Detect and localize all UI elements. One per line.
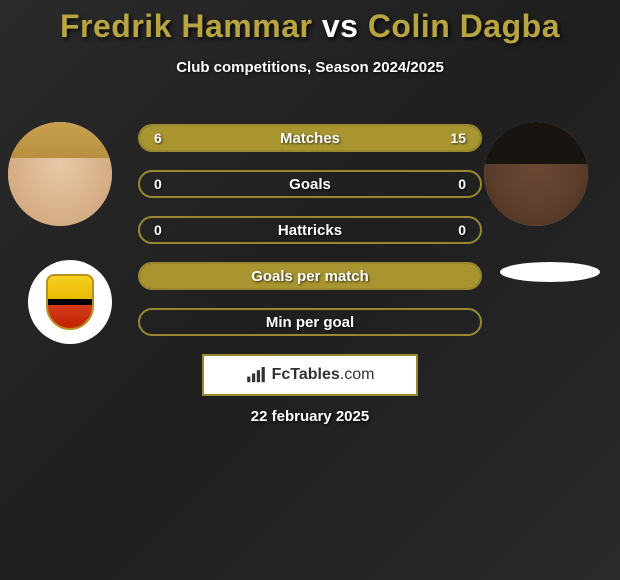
stat-value-left: 0 [154, 222, 162, 238]
brand-text: FcTables.com [272, 366, 375, 384]
comparison-title: Fredrik Hammar vs Colin Dagba [0, 0, 620, 45]
hair-placeholder-icon [484, 122, 588, 164]
subtitle: Club competitions, Season 2024/2025 [0, 59, 620, 76]
stat-value-right: 0 [458, 222, 466, 238]
stat-label: Hattricks [278, 222, 342, 239]
brand-bold: FcTables [272, 366, 340, 383]
club-shield-icon [46, 274, 94, 330]
chart-icon [246, 367, 266, 383]
stat-label: Goals [289, 176, 331, 193]
stats-container: 6 Matches 15 0 Goals 0 0 Hattricks 0 Goals per ma… [138, 124, 482, 354]
stat-row: 6 Matches 15 [138, 124, 482, 152]
player1-name: Fredrik Hammar [60, 8, 312, 44]
player1-club-badge [28, 260, 112, 344]
hair-placeholder-icon [8, 122, 112, 158]
player2-club-badge [500, 262, 600, 282]
stat-value-right: 15 [450, 130, 466, 146]
stat-value-right: 0 [458, 176, 466, 192]
stat-label: Matches [280, 130, 340, 147]
branding-box: FcTables.com [202, 354, 418, 396]
date-label: 22 february 2025 [0, 408, 620, 425]
stat-value-left: 0 [154, 176, 162, 192]
player2-photo [484, 122, 588, 226]
stat-row: Goals per match [138, 262, 482, 290]
stat-row: Min per goal [138, 308, 482, 336]
stat-bar-right [237, 126, 480, 150]
stat-row: 0 Hattricks 0 [138, 216, 482, 244]
vs-separator: vs [322, 8, 359, 44]
stat-row: 0 Goals 0 [138, 170, 482, 198]
brand-suffix: .com [340, 366, 375, 383]
player2-name: Colin Dagba [368, 8, 560, 44]
stat-value-left: 6 [154, 130, 162, 146]
stat-label: Goals per match [251, 268, 369, 285]
stat-label: Min per goal [266, 314, 354, 331]
player1-photo [8, 122, 112, 226]
